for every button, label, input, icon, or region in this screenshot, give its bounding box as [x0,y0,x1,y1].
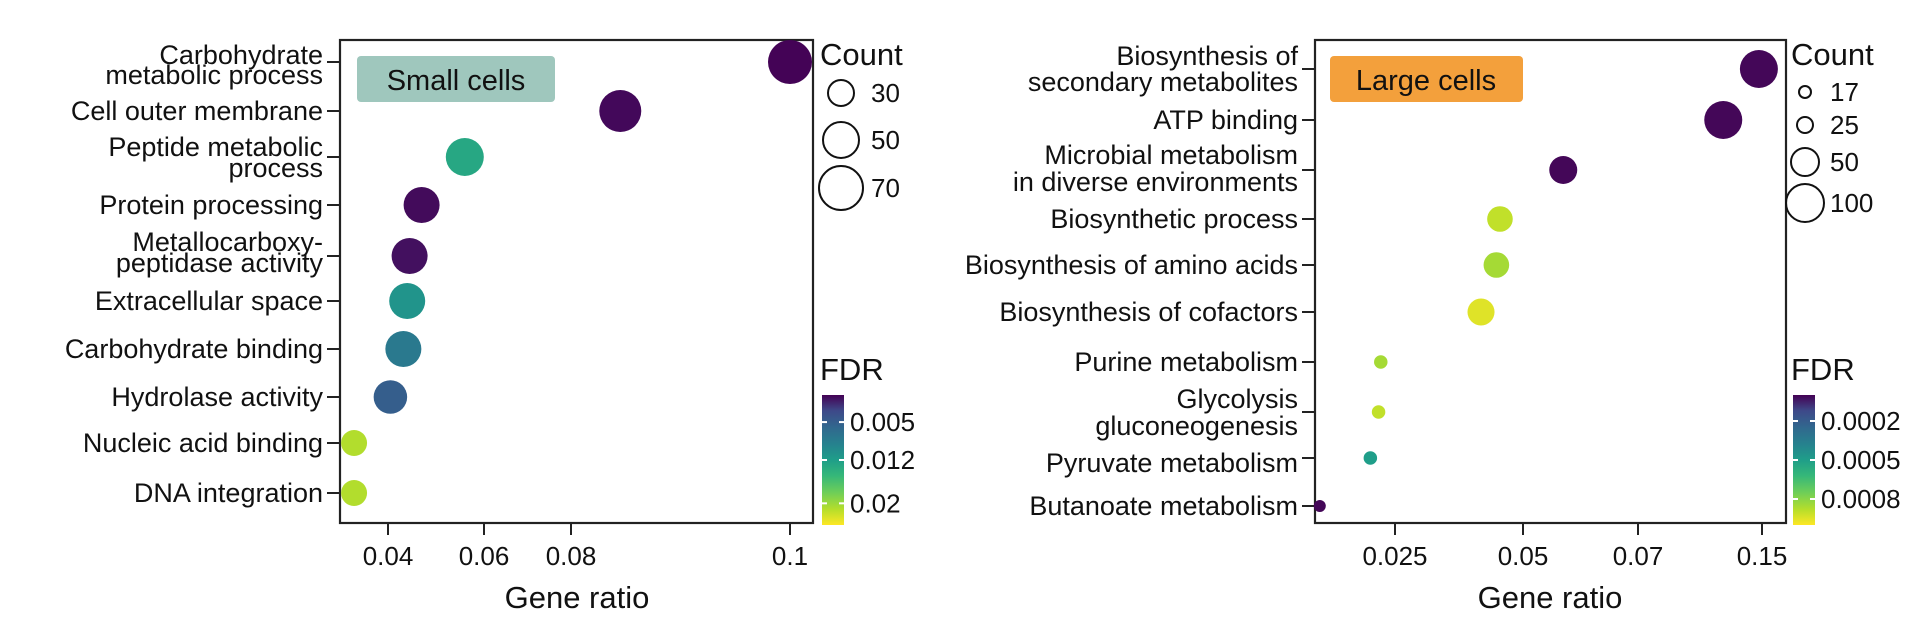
term-label: Protein processing [99,190,323,220]
x-axis-title: Gene ratio [1478,580,1623,615]
term-label: Carbohydrate binding [65,334,323,364]
small-cells-panel: Small cells 0.04 0.06 0.08 0.1 Carbohydratem… [65,37,915,615]
x-tick-label: 0.06 [459,541,510,571]
x-axis-title: Gene ratio [505,580,650,615]
x-tick-label: 0.08 [546,541,597,571]
colorbar-label: 0.0002 [1821,406,1901,436]
size-legend-label: 30 [871,78,900,108]
color-legend: 0.005 0.012 0.02 [822,407,915,518]
colorbar-label: 0.012 [850,445,915,475]
plot-frame [338,38,815,525]
term-dot [403,187,440,223]
x-tick-label: 0.1 [772,541,808,571]
term-label: in diverse environments [1013,167,1298,197]
term-dot [1371,405,1386,419]
term-label: Peptide metabolic [108,132,323,162]
term-dot [1487,206,1513,232]
term-dot [599,90,642,132]
term-dot [1549,156,1578,184]
term-dot [391,238,428,274]
x-tick-label: 0.15 [1737,541,1788,571]
colorbar [1793,395,1815,525]
term-label: metabolic process [105,60,323,90]
colorbar-label: 0.02 [850,488,901,518]
term-label: Butanoate metabolism [1029,491,1298,521]
term-dot [1313,500,1326,512]
panel-tag: Large cells [1356,65,1496,97]
panel-tag-bg [1330,56,1523,102]
term-label: gluconeogenesis [1095,411,1298,441]
term-label: Carbohydrate [159,40,323,70]
panel-tag: Small cells [387,65,526,97]
marks: 0.025 0.05 0.07 0.15 Biosynthesis ofsecondar… [965,41,1787,571]
term-label: Biosynthesis of amino acids [965,250,1298,280]
term-label: peptidase activity [116,248,324,278]
colorbar [822,395,844,525]
size-legend-label: 25 [1830,110,1859,140]
colorbar-label: 0.0008 [1821,484,1901,514]
term-label: Microbial metabolism [1044,140,1298,170]
large-cells-panel: Large cells 0.025 0.05 0.07 0.15 Biosynthesi… [965,37,1901,615]
size-legend-title: Count [1791,37,1874,72]
term-dot [1363,451,1378,465]
term-dot [1704,101,1743,139]
term-dot [768,40,812,84]
term-dot [385,331,422,367]
term-dot [389,283,426,319]
size-legend-label: 17 [1830,77,1859,107]
term-label: Metallocarboxy- [132,227,323,257]
term-label: Biosynthesis of [1116,41,1298,71]
term-dot [1467,298,1495,326]
size-legend-circle [827,79,855,107]
term-label: Biosynthetic process [1050,204,1298,234]
term-dot [1374,355,1388,369]
panel-tag-bg [357,56,555,102]
size-legend-label: 100 [1830,188,1873,218]
size-legend-title: Count [820,37,903,72]
size-legend-label: 50 [871,125,900,155]
term-label: Glycolysis [1176,384,1298,414]
term-label: secondary metabolites [1028,67,1298,97]
colorbar-label: 0.005 [850,407,915,437]
color-legend-title: FDR [820,352,884,387]
size-legend-circle [1796,116,1814,134]
size-legend-label: 70 [871,173,900,203]
plot-frame [1313,38,1788,525]
term-label: Purine metabolism [1074,347,1298,377]
x-tick-label: 0.04 [363,541,414,571]
term-label: DNA integration [134,478,323,508]
color-legend: 0.0002 0.0005 0.0008 [1793,406,1901,514]
color-legend-title: FDR [1791,352,1855,387]
x-tick-label: 0.05 [1498,541,1549,571]
term-label: Pyruvate metabolism [1046,448,1298,478]
term-label: ATP binding [1153,105,1298,135]
size-legend-circle [822,121,860,159]
term-dot [1483,252,1510,278]
term-label: Extracellular space [95,286,323,316]
term-label: Hydrolase activity [111,382,323,412]
size-legend-circle [818,165,864,211]
x-tick-label: 0.025 [1362,541,1427,571]
size-legend: 30 50 70 [818,78,900,211]
term-label: Nucleic acid binding [83,428,323,458]
term-label: Biosynthesis of cofactors [999,297,1298,327]
term-label: process [228,153,323,183]
size-legend-circle [1785,183,1825,223]
x-tick-label: 0.07 [1613,541,1664,571]
colorbar-label: 0.0005 [1821,445,1901,475]
term-dot [1739,50,1778,88]
term-dot [341,430,368,456]
size-legend-circle [1790,147,1820,177]
term-dot [341,480,368,506]
size-legend-label: 50 [1830,147,1859,177]
term-label: Cell outer membrane [71,96,323,126]
term-dot [445,138,484,176]
term-dot [373,380,408,414]
size-legend-circle [1798,85,1812,99]
